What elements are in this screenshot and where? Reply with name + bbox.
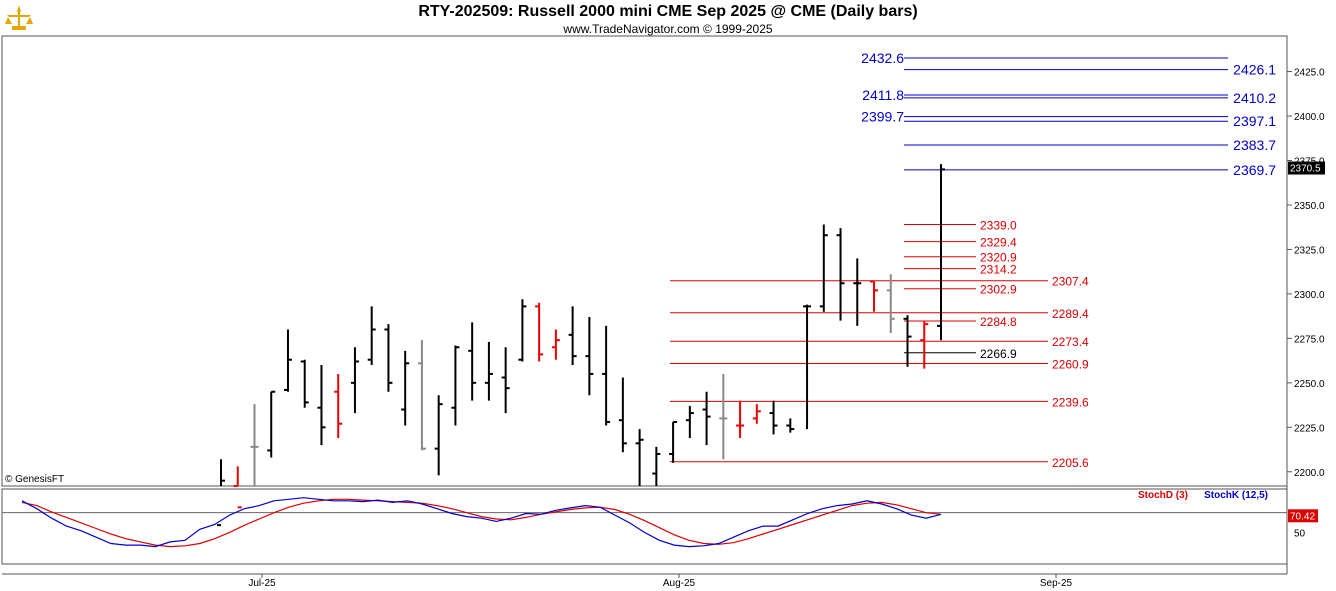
level-label: 2329.4 xyxy=(980,236,1017,250)
ohlc-bar xyxy=(283,329,292,392)
ohlc-bar xyxy=(920,320,929,369)
ohlc-bar xyxy=(635,429,644,486)
level-label: 2307.4 xyxy=(1052,275,1089,289)
ohlc-bar xyxy=(501,347,510,414)
level-label: 2411.8 xyxy=(862,87,904,103)
ohlc-bar xyxy=(384,324,393,392)
ohlc-bar xyxy=(217,459,225,527)
ohlc-bar xyxy=(484,341,493,401)
level-label: 2314.2 xyxy=(980,263,1017,277)
ohlc-bar xyxy=(367,306,376,366)
ohlc-bar xyxy=(769,400,778,435)
level-label: 2320.9 xyxy=(980,251,1017,265)
stoch-last-label: 70.42 xyxy=(1290,511,1315,522)
level-label: 2266.9 xyxy=(980,347,1017,361)
ohlc-bar xyxy=(568,306,577,366)
ohlc-bar xyxy=(434,395,443,476)
ohlc-bar xyxy=(652,446,661,486)
level-label: 2397.1 xyxy=(1233,113,1276,129)
x-tick-label: Jul-25 xyxy=(248,578,276,589)
ohlc-bar xyxy=(334,373,343,438)
level-label: 2399.7 xyxy=(861,109,904,125)
ohlc-bar xyxy=(853,258,862,326)
level-label: 2273.4 xyxy=(1052,335,1089,349)
ohlc-bar xyxy=(836,228,845,321)
ohlc-bar xyxy=(685,405,694,438)
y-tick-label: 2275.0 xyxy=(1294,334,1325,345)
stochastic-panel: 50 StochD (3) StochK (12,5) 70.42 xyxy=(2,490,1318,548)
level-label: 2426.1 xyxy=(1233,62,1276,78)
price-axis: 2200.0 2225.0 2250.0 2275.0 2300.0 2325.0 2350… xyxy=(1287,68,1325,479)
last-price-box xyxy=(1288,161,1325,175)
ohlc-bar xyxy=(702,391,711,446)
x-tick-label: Aug-25 xyxy=(663,578,696,589)
ohlc-bar xyxy=(233,466,242,509)
y-tick-label: 2300.0 xyxy=(1294,290,1325,301)
ohlc-bar xyxy=(937,164,945,341)
stoch-tick-label: 50 xyxy=(1294,528,1306,539)
level-label: 2410.2 xyxy=(1233,90,1276,106)
ohlc-bar xyxy=(551,329,560,360)
time-axis: Jul-25 Aug-25 Sep-25 xyxy=(248,574,1073,589)
x-tick-label: Sep-25 xyxy=(1040,578,1073,589)
ohlc-bar xyxy=(350,347,359,414)
ohlc-bars xyxy=(217,164,945,527)
ohlc-bar xyxy=(903,315,912,367)
ohlc-bar xyxy=(752,404,761,424)
ohlc-bar xyxy=(669,420,678,463)
y-tick-label: 2200.0 xyxy=(1294,468,1325,479)
level-label: 2284.8 xyxy=(980,315,1017,329)
level-label: 2239.6 xyxy=(1052,395,1089,409)
ohlc-bar xyxy=(317,365,326,446)
level-label: 2260.9 xyxy=(1052,357,1089,371)
y-tick-label: 2350.0 xyxy=(1294,201,1325,212)
ohlc-bar xyxy=(719,373,728,460)
ohlc-bar xyxy=(803,304,812,430)
chart-frame xyxy=(1,35,1288,575)
price-panel-border xyxy=(1,35,1288,487)
ohlc-bar xyxy=(518,299,527,362)
y-tick-label: 2250.0 xyxy=(1294,379,1325,390)
y-tick-label: 2425.0 xyxy=(1294,68,1325,79)
ohlc-bar xyxy=(535,302,544,362)
ohlc-bar xyxy=(618,377,627,453)
level-label: 2369.7 xyxy=(1233,162,1276,178)
stoch-panel-border xyxy=(1,488,1288,565)
level-label: 2383.7 xyxy=(1233,137,1276,153)
level-label: 2302.9 xyxy=(980,283,1017,297)
ohlc-bar xyxy=(819,224,828,312)
level-label: 2432.6 xyxy=(861,50,904,66)
legend-stoch-d: StochD (3) xyxy=(1138,490,1188,501)
level-label: 2339.0 xyxy=(980,219,1017,233)
ohlc-bar xyxy=(786,418,795,433)
chart-title: RTY-202509: Russell 2000 mini CME Sep 20… xyxy=(418,3,918,20)
data-credit: © GenesisFT xyxy=(5,474,65,485)
price-levels: 2432.6 2426.1 2411.8 2410.2 2399.7 2397.1 2383… xyxy=(670,50,1276,470)
ohlc-bar xyxy=(870,280,879,312)
trader-logo-icon xyxy=(5,5,33,30)
ohlc-bar xyxy=(250,404,259,486)
ohlc-bar xyxy=(300,359,309,408)
ohlc-bar xyxy=(468,322,477,401)
ohlc-bar xyxy=(886,274,895,334)
ohlc-bar xyxy=(602,325,611,426)
ohlc-bar xyxy=(267,390,276,458)
ohlc-bar xyxy=(451,345,460,426)
chart-subtitle: www.TradeNavigator.com © 1999-2025 xyxy=(563,22,773,36)
ohlc-bar xyxy=(585,317,594,396)
y-tick-label: 2325.0 xyxy=(1294,245,1325,256)
stoch-series-line xyxy=(21,498,942,548)
ohlc-bar xyxy=(401,350,410,426)
level-label: 2289.4 xyxy=(1052,307,1089,321)
legend-stoch-k: StochK (12,5) xyxy=(1204,490,1268,501)
stoch-series-line xyxy=(21,497,942,548)
ohlc-bar xyxy=(417,340,426,451)
last-price-label: 2370.5 xyxy=(1290,164,1321,175)
stoch-last-box xyxy=(1288,509,1318,523)
y-tick-label: 2400.0 xyxy=(1294,112,1325,123)
ohlc-bar xyxy=(736,400,745,438)
y-tick-label: 2225.0 xyxy=(1294,423,1325,434)
level-label: 2205.6 xyxy=(1052,456,1089,470)
